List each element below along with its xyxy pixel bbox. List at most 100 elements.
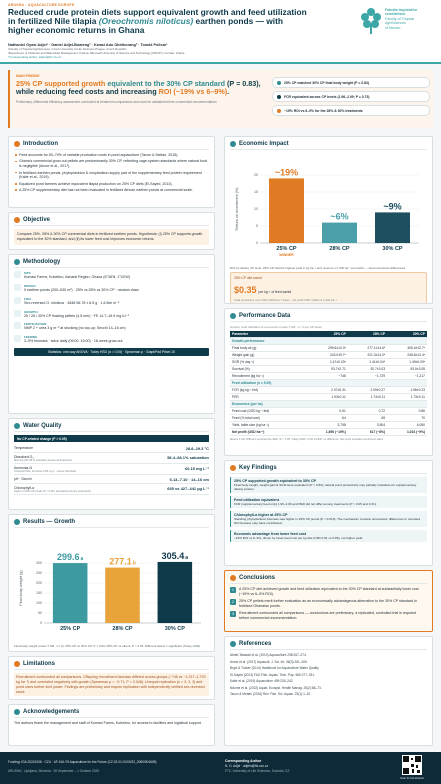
finding: Chlorophyll-a higher at 25% CP Standing p…	[230, 511, 427, 528]
logo-line: Fakulta tropického	[385, 8, 417, 12]
finding-text: Standing phytoplankton biomass was highe…	[234, 517, 420, 526]
value-label-text: 277.1	[109, 557, 132, 567]
table-row: Feed (% total cost) 64 68 70	[230, 414, 427, 422]
section-icon	[14, 141, 20, 147]
x-tick-label: 25% CP	[60, 626, 81, 632]
saving-unit: per kg⁻¹ of feed saved	[258, 290, 292, 294]
table-cell: 93.0±3.05	[387, 365, 427, 373]
section-title: Limitations	[23, 661, 56, 667]
y-tick-label: 300	[36, 561, 42, 565]
method-label: FISH	[24, 296, 31, 301]
limitations-section: Limitations Recruitment confounded all co…	[8, 656, 215, 700]
main-finding-label: MAIN FINDING	[16, 74, 40, 78]
reference: Tacon & Metian (2015) Rev. Fish. Sci. Aq…	[230, 692, 312, 696]
y-tick-label: 50	[38, 611, 42, 615]
table-cell: 1,024 (~9%)	[387, 428, 427, 436]
table-cell: 93.7±2.71	[304, 365, 348, 373]
table-cell: 0.72	[347, 407, 388, 415]
table-cell: SGR (% day⁻¹)	[230, 358, 305, 366]
bullet: Feed accounts for 50–70% of variable pro…	[14, 153, 209, 158]
title-text: Reduced crude protein diets support equi…	[8, 7, 307, 27]
wq-left: Dissolved O₂ Morning (06–08 h) saturation…	[14, 455, 72, 462]
section-icon	[230, 641, 236, 647]
references-section: References Abdel-Tawwab et al. (2010) Aqu…	[224, 636, 433, 746]
value-label: 305.4a	[162, 551, 189, 561]
conclusion-number: 1	[230, 587, 236, 593]
y-tick-label: 250	[36, 571, 42, 575]
section-icon	[14, 709, 20, 715]
bullet: In fertilized earthen ponds, phytoplankt…	[14, 171, 209, 181]
section-heading: Results — Growth	[14, 519, 209, 528]
table-row: Feed cost (USD kg⁻¹ fed) 0.51 0.72 0.86	[230, 407, 427, 415]
table-cell: 3,798	[304, 421, 348, 429]
section-icon	[230, 575, 236, 581]
table-cell: PER	[230, 393, 305, 401]
table-cell: 2.07±0.31	[304, 386, 348, 394]
bar	[105, 567, 140, 623]
group-name: Economics (per ha)	[230, 400, 427, 408]
x-tick-label: 28% CP	[112, 626, 133, 632]
table-cell: −1,729	[347, 372, 388, 380]
affiliation: ¹Faculty of Tropical AgriSciences, Czech…	[8, 47, 127, 51]
method-icon	[14, 322, 21, 330]
pill-text: ~19% ROI vs 6–9% for the 28% & 30% treat…	[284, 108, 363, 113]
table-row: Yield, table-size (kg ha⁻¹) 3,798 3,504 4,0…	[230, 421, 427, 429]
value-label: 277.1b	[109, 557, 136, 567]
finding-text: FCR (supplementary feed only) 1.96–2.09 …	[234, 502, 377, 507]
table-cell: 299.6±10.3ᵃ	[304, 344, 348, 352]
column-header: 30% CP	[387, 331, 427, 338]
section-title: Acknowledgements	[23, 709, 80, 715]
value-label-text: ~9%	[383, 201, 401, 211]
significance-letter: b	[133, 561, 136, 567]
finding: Feed utilization equivalent FCR (suppleme…	[230, 496, 427, 509]
method-label: FERTILIZATION	[24, 322, 47, 327]
finding-text: Final body weight, weight gain & SGR wer…	[234, 483, 417, 492]
column-header: Parameter	[230, 331, 305, 338]
headline-part: (P = 0.83), while reducing feed costs an…	[16, 79, 261, 97]
footer: Funding: IGA 20243106 · CZU · AF-KAI-Y9 …	[0, 752, 441, 784]
conclusion-text: A 25% CP diet achieved growth and feed u…	[239, 587, 419, 596]
wq-left: Ammonia-N Unionized NH₃ far below 0.05 mg…	[14, 466, 76, 473]
table-cell: 70	[387, 414, 427, 422]
value-label-text: ~19%	[275, 167, 298, 177]
annotation: WINNER	[279, 253, 294, 257]
main-finding-note: Preliminary, differential efficiency ass…	[16, 99, 218, 104]
significance-letter: a	[185, 555, 188, 561]
column-header: 28% CP	[347, 331, 388, 338]
section-heading: Introduction	[14, 141, 209, 150]
section-heading: Performance Data	[230, 313, 427, 322]
wq-banner: No CP-related change (P > 0.05)	[14, 435, 209, 442]
bar	[157, 561, 193, 623]
table-header: Parameter 25% CP 28% CP 30% CP	[230, 331, 427, 338]
table-cell: Final body wt (g)	[230, 344, 305, 352]
title-end: earthen ponds — with higher economic ret…	[8, 16, 284, 36]
wq-value: 28.8–29.3 °C	[185, 445, 209, 451]
table-cell: Recruitment (kg ha⁻¹)	[230, 372, 305, 380]
wq-note: Morning (06–08 h) saturation across all …	[14, 458, 72, 462]
performance-table: Parameter 25% CP 28% CP 30% CP Growth perfor…	[230, 331, 427, 436]
y-axis-label: Final body weight (g)	[19, 570, 23, 606]
value-label: ~19%	[275, 167, 298, 177]
email: *Corresponding author: adjein@ftz.czu.cz	[8, 54, 62, 59]
method-item: SITE Kumasi Farms, Kubeikro, Ashanti Regi…	[14, 271, 209, 280]
reference: Boyd & Tucker (2014) Handbook for Aquacu…	[230, 666, 320, 670]
section-heading: Methodology	[14, 259, 209, 268]
value-label: 299.6a	[57, 552, 84, 562]
bullet: Equalized pond farmers achieve equivalen…	[14, 182, 209, 187]
bar	[375, 212, 410, 243]
table-cell: 248.6±12.4ᵃ	[387, 351, 427, 359]
pill-dot	[277, 80, 281, 85]
qr-label: Scan for full abstract	[400, 777, 424, 780]
table-cell: 1.96±0.23	[387, 386, 427, 394]
wq-note: Unionized NH₃ far below 0.05 mg L⁻¹ stre…	[14, 469, 76, 473]
acknowledgements-text: The authors thank the management and sta…	[14, 721, 202, 725]
group-row: Economics (per ha)	[230, 400, 427, 408]
table-cell: 2.09±0.27	[347, 386, 388, 394]
table-cell: 277.1±14.6ᵇ	[347, 344, 388, 352]
table-cell: 1.74±0.11	[347, 393, 388, 401]
correspondence-label: Corresponding Author	[225, 759, 262, 763]
reference: El-Sayed (2013) FAO Fish. Aquac. Tech. P…	[230, 672, 315, 677]
finding-title: Feed utilization equivalent	[234, 498, 279, 503]
stats-bar: Statistics: one-way ANOVA · Tukey HSD (α…	[14, 348, 209, 357]
